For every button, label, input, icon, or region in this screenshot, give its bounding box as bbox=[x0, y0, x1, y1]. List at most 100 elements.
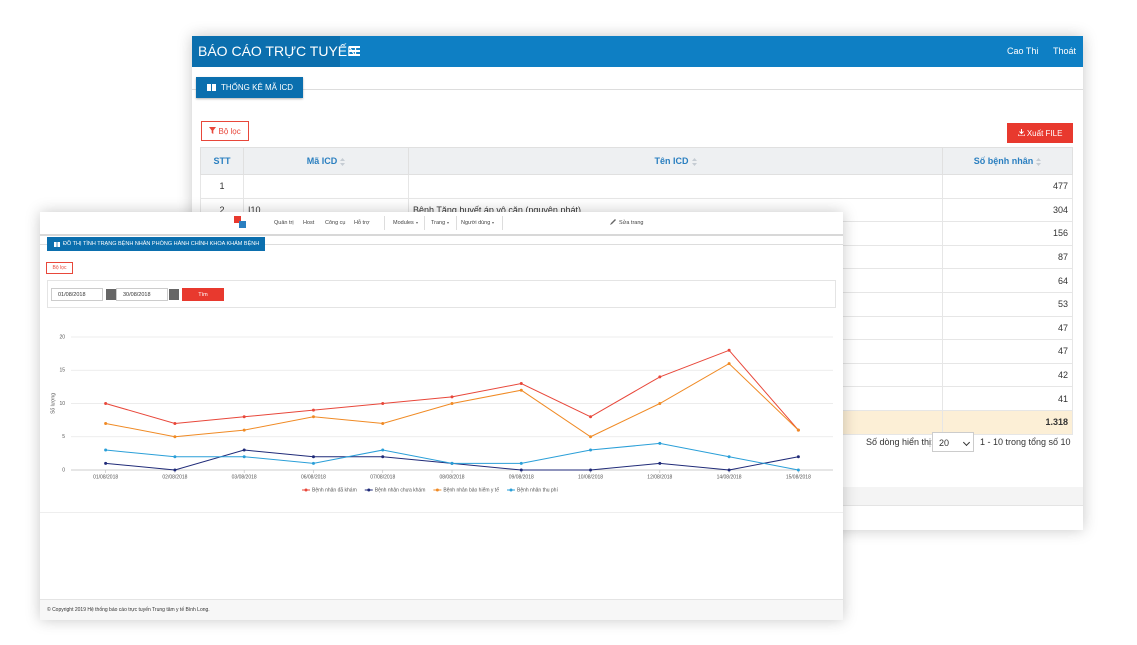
x-tick-label: 09/08/2018 bbox=[509, 474, 534, 480]
data-point bbox=[589, 415, 593, 419]
user-name[interactable]: Cao Thi bbox=[1007, 46, 1039, 56]
nav-item[interactable]: Hỗ trợ bbox=[354, 220, 370, 226]
data-point bbox=[173, 455, 177, 459]
data-point bbox=[173, 468, 177, 472]
table-cell: 41 bbox=[942, 386, 1073, 411]
tab-label: THỐNG KÊ MÃ ICD bbox=[221, 83, 294, 92]
nav-item[interactable]: Quản trị bbox=[274, 220, 294, 226]
page-size-select[interactable]: 20 bbox=[932, 432, 974, 452]
nav-separator bbox=[502, 216, 503, 230]
nav-item[interactable]: Công cụ bbox=[325, 220, 346, 226]
column-label: STT bbox=[213, 156, 231, 166]
data-point bbox=[104, 421, 108, 425]
legend-marker bbox=[435, 488, 439, 492]
edit-page[interactable]: Sửa trang bbox=[619, 220, 644, 226]
data-point bbox=[519, 461, 523, 465]
data-point bbox=[242, 415, 246, 419]
legend-marker bbox=[367, 488, 371, 492]
data-point bbox=[727, 348, 731, 352]
book-icon bbox=[54, 241, 60, 247]
data-point bbox=[727, 362, 731, 366]
data-point bbox=[381, 421, 385, 425]
data-point bbox=[311, 415, 315, 419]
page-size-label: Số dòng hiển thị: bbox=[866, 437, 934, 447]
pencil-icon bbox=[610, 219, 616, 225]
series-line bbox=[105, 349, 799, 431]
nav-separator bbox=[384, 216, 385, 230]
sort-icon bbox=[691, 157, 697, 166]
data-point bbox=[796, 455, 800, 459]
data-point bbox=[658, 375, 662, 379]
data-point bbox=[658, 441, 662, 445]
table-cell: 1 bbox=[200, 174, 244, 199]
data-point bbox=[381, 455, 385, 459]
export-button[interactable]: Xuất FILE bbox=[1007, 123, 1073, 143]
tab-line bbox=[40, 244, 843, 245]
page-summary: 1 - 10 trong tổng số 10 bbox=[980, 437, 1071, 447]
filter-button[interactable]: Bộ lọc bbox=[201, 121, 249, 141]
data-point bbox=[658, 402, 662, 405]
search-label: Tìm bbox=[198, 291, 208, 298]
data-point bbox=[450, 402, 454, 405]
y-tick-label: 0 bbox=[62, 467, 65, 473]
column-label: Mã ICD bbox=[306, 156, 338, 166]
date-to[interactable]: 30/08/2018 bbox=[116, 288, 168, 301]
calendar-icon[interactable] bbox=[169, 289, 179, 300]
legend-label[interactable]: Bệnh nhân bảo hiểm y tế bbox=[443, 486, 499, 493]
book-icon bbox=[207, 84, 216, 91]
filter-button[interactable]: Bộ lọc bbox=[46, 262, 73, 274]
nav-item[interactable]: Host bbox=[303, 220, 315, 226]
legend-label[interactable]: Bệnh nhân đã khám bbox=[312, 487, 357, 493]
logo[interactable] bbox=[234, 216, 246, 229]
data-point bbox=[796, 428, 800, 432]
filter-label: Bộ lọc bbox=[218, 126, 241, 136]
data-point bbox=[450, 461, 454, 465]
column-header[interactable]: Số bệnh nhân bbox=[942, 147, 1073, 175]
table-cell: 53 bbox=[942, 291, 1073, 317]
data-point bbox=[311, 408, 315, 412]
page-size-value: 20 bbox=[939, 438, 950, 448]
y-tick-label: 10 bbox=[59, 401, 65, 407]
column-label: Số bệnh nhân bbox=[973, 156, 1034, 166]
data-point bbox=[173, 421, 177, 425]
tab[interactable]: THỐNG KÊ MÃ ICD bbox=[196, 77, 304, 98]
x-tick-label: 14/08/2018 bbox=[717, 474, 742, 480]
column-header[interactable]: Mã ICD bbox=[243, 147, 409, 175]
y-axis-title: Số lượng bbox=[50, 393, 56, 414]
nav-dropdown[interactable]: Trang bbox=[431, 220, 449, 226]
x-tick-label: 15/08/2018 bbox=[786, 474, 811, 480]
data-point bbox=[727, 455, 731, 459]
x-tick-label: 06/08/2018 bbox=[301, 474, 326, 480]
export-label: Xuất FILE bbox=[1026, 128, 1063, 138]
y-tick-label: 20 bbox=[59, 334, 65, 340]
x-tick-label: 01/08/2018 bbox=[93, 474, 118, 480]
series-line bbox=[105, 442, 799, 471]
table-cell: 47 bbox=[942, 315, 1073, 341]
nav-bar: Quản trị Host Công cụ Hỗ trợ Modules Tra… bbox=[40, 212, 843, 236]
filter-label: Bộ lọc bbox=[52, 265, 67, 271]
data-point bbox=[104, 448, 108, 452]
nav-dropdown[interactable]: Người dùng bbox=[461, 220, 494, 226]
search-button[interactable]: Tìm bbox=[182, 288, 224, 301]
nav-dropdown[interactable]: Modules bbox=[393, 220, 418, 226]
legend-label[interactable]: Bệnh nhân thu phí bbox=[517, 487, 558, 493]
date-from[interactable]: 01/08/2018 bbox=[51, 288, 103, 301]
table-cell: 304 bbox=[942, 197, 1073, 223]
nav-separator bbox=[456, 216, 457, 230]
y-tick-label: 15 bbox=[59, 368, 65, 374]
logout-link[interactable]: Thoát bbox=[1053, 46, 1077, 56]
data-point bbox=[381, 402, 385, 405]
brand[interactable]: BÁO CÁO TRỰC TUYẾN bbox=[192, 36, 357, 67]
nav-separator bbox=[424, 216, 425, 230]
calendar-icon[interactable] bbox=[106, 289, 116, 300]
data-point bbox=[311, 455, 315, 459]
sort-icon bbox=[340, 157, 346, 166]
menu-toggle[interactable] bbox=[349, 46, 360, 58]
line-chart: 0 5 10 15 20 Số lượng 01/08/2018 02/08/2018 03/0… bbox=[50, 334, 833, 493]
legend-label[interactable]: Bệnh nhân chưa khám bbox=[375, 487, 426, 493]
data-point bbox=[381, 448, 385, 452]
column-header: STT bbox=[200, 147, 244, 175]
chart-tab[interactable]: ĐỒ THỊ TÌNH TRẠNG BỆNH NHÂN PHÒNG HÀNH C… bbox=[47, 237, 266, 251]
column-header[interactable]: Tên ICD bbox=[408, 147, 943, 175]
